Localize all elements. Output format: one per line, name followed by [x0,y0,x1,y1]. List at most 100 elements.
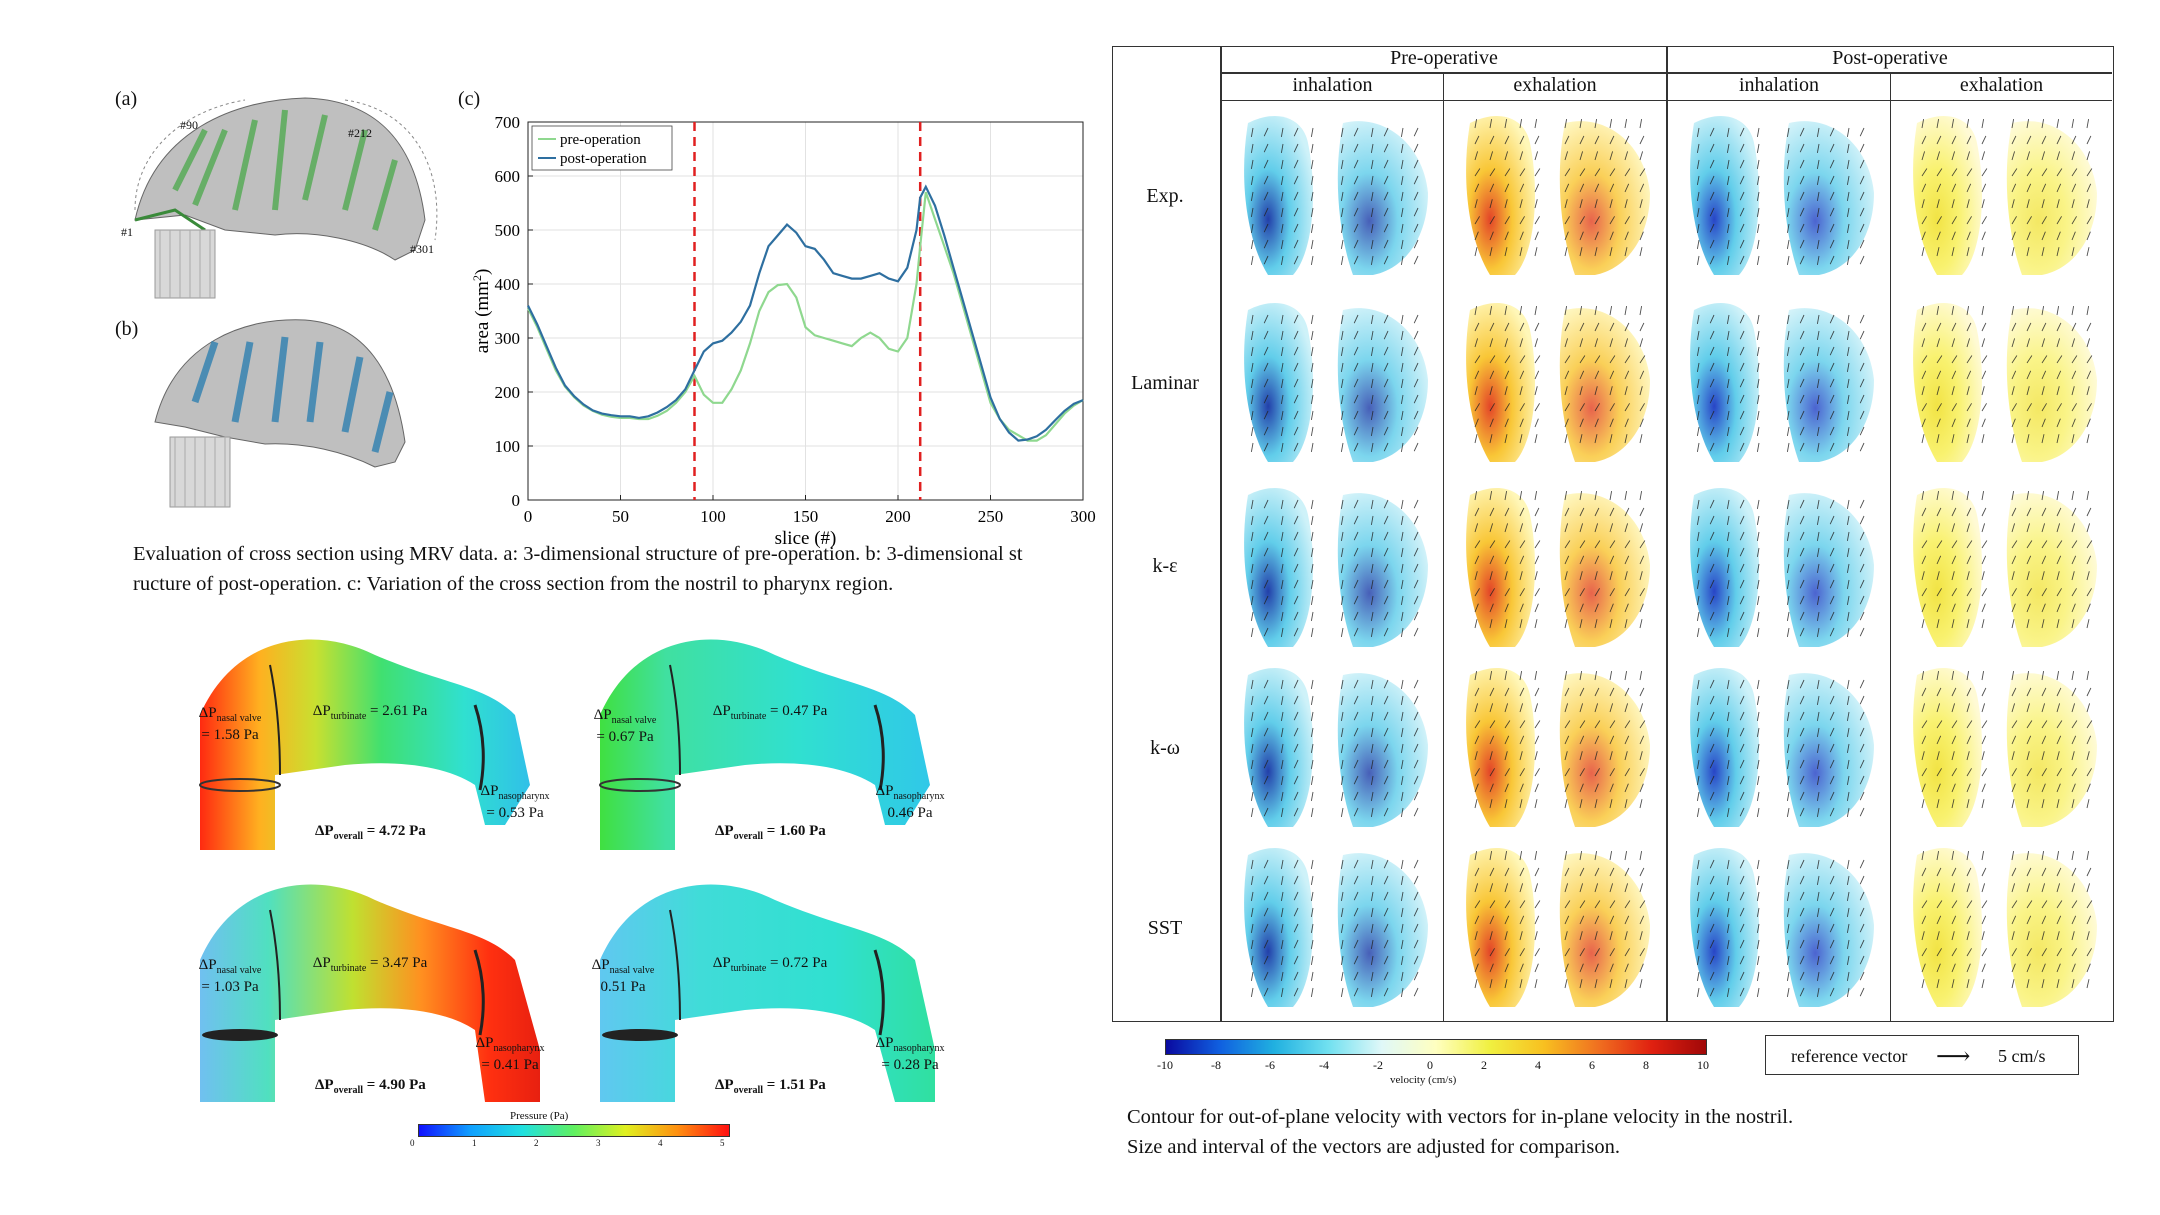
slice-marker-90: #90 [180,118,198,132]
velocity-cell [1466,302,1650,462]
pressure-model-pre-post [599,639,930,850]
x-axis-label: slice (#) [775,528,837,549]
reference-vector-box: reference vector ⟶ 5 cm/s [1765,1035,2079,1075]
colorbar-tick: -6 [1265,1058,1275,1072]
caption-left-line2: ructure of post-operation. c: Variation … [133,573,894,595]
y-tick-label: 300 [495,329,521,348]
group-post-operative: Post-operative [1832,47,1948,69]
dp-nasal-valve-2: ΔPnasal valve = 0.67 Pa [593,707,657,745]
y-tick-label: 200 [495,383,521,402]
structure-post-operation [154,319,406,508]
y-tick-label: 0 [512,491,521,510]
colorbar-tick: 8 [1643,1058,1649,1072]
caption-left: Evaluation of cross section using MRV da… [133,539,1123,599]
x-tick-label: 50 [612,507,629,526]
y-tick-label: 100 [495,437,521,456]
velocity-cell [1244,115,1428,275]
colorbar-tick: -10 [1157,1058,1173,1072]
reference-vector-arrow: ⟶ [1936,1044,1971,1070]
y-tick-label: 700 [495,113,521,132]
col-rule-post [1890,74,1891,1021]
row-label-k-epsilon: k-ε [1152,555,1178,577]
dp-nasal-valve-3: ΔPnasal valve = 1.03 Pa [198,957,262,995]
velocity-colorbar-ticks: -10 -8 -6 -4 -2 0 2 4 6 8 10 [1157,1058,1709,1074]
row-rule-group [1220,72,2112,74]
row-label-laminar: Laminar [1131,372,1199,394]
caption-left-line1: Evaluation of cross section using MRV da… [133,543,1023,565]
velocity-cell [1913,115,2097,275]
colorbar-tick: 3 [596,1138,601,1148]
velocity-cell [1913,847,2097,1007]
velocity-cell [1244,302,1428,462]
pressure-colorbar [418,1124,730,1137]
x-tick-label: 300 [1070,507,1096,526]
y-tick-label: 400 [495,275,521,294]
velocity-cell [1690,302,1874,462]
series-line-pre-operation [527,191,1084,442]
dp-overall-3: ΔPoverall = 4.90 Pa [315,1077,426,1096]
cross-section-chart: 0 50 100 150 200 250 300 0 100 200 300 400 500 600 700… [470,113,1096,549]
colorbar-tick: 0 [410,1138,415,1148]
velocity-cell [1690,667,1874,827]
colorbar-tick: 4 [1535,1058,1541,1072]
colorbar-tick: 2 [1481,1058,1487,1072]
velocity-cell [1913,487,2097,647]
caption-right: Contour for out-of-plane velocity with v… [1127,1102,2107,1162]
velocity-cell [1913,667,2097,827]
phase-post-exhalation: exhalation [1959,74,2044,96]
x-tick-label: 250 [978,507,1004,526]
panel-label-a: (a) [115,88,138,110]
y-tick-label: 500 [495,221,521,240]
velocity-cell [1466,847,1650,1007]
slice-marker-212: #212 [348,126,372,140]
x-tick-label: 0 [524,507,533,526]
velocity-cell [1244,847,1428,1007]
legend-box [531,125,673,171]
dp-nasal-valve-1: ΔPnasal valve = 1.58 Pa [198,705,262,743]
velocity-cell [1466,115,1650,275]
velocity-cell [1466,487,1650,647]
pressure-model-pre-exp [199,639,530,850]
dp-turbinate-4: ΔPturbinate = 0.72 Pa [712,955,828,974]
x-tick-label: 100 [700,507,726,526]
dp-nasal-valve-4: ΔPnasal valve 0.51 Pa [591,957,655,995]
pressure-colorbar-ticks: 0 1 2 3 4 5 [410,1138,728,1152]
x-tick-label: 200 [885,507,911,526]
reference-vector-label: reference vector [1791,1046,1908,1066]
dp-nasopharynx-3: ΔPnasopharynx = 0.41 Pa [475,1035,545,1073]
velocity-cell [1244,487,1428,647]
row-label-exp: Exp. [1146,185,1184,207]
colorbar-tick: 4 [658,1138,663,1148]
velocity-colorbar [1165,1039,1707,1055]
legend-label-post-operation: post-operation [560,151,647,167]
slice-marker-301: #301 [410,242,434,256]
reference-vector-value: 5 cm/s [1998,1046,2046,1066]
colorbar-tick: 10 [1697,1058,1709,1072]
phase-post-inhalation: inhalation [1739,74,1819,96]
col-rule-pre [1443,74,1444,1021]
dp-nasopharynx-2: ΔPnasopharynx 0.46 Pa [875,783,945,821]
colorbar-tick: 5 [720,1138,725,1148]
pressure-colorbar-title: Pressure (Pa) [510,1110,569,1122]
phase-pre-inhalation: inhalation [1292,74,1373,96]
panel-label-c: (c) [458,88,481,110]
velocity-cell [1690,115,1874,275]
x-tick-label: 150 [793,507,819,526]
row-label-sst: SST [1147,917,1183,939]
caption-right-line1: Contour for out-of-plane velocity with v… [1127,1106,1794,1128]
velocity-cell [1690,847,1874,1007]
colorbar-tick: 2 [534,1138,539,1148]
dp-nasopharynx-1: ΔPnasopharynx = 0.53 Pa [480,783,550,821]
group-pre-operative: Pre-operative [1390,47,1498,69]
colorbar-tick: -8 [1211,1058,1221,1072]
slice-marker-1: #1 [121,225,133,239]
row-rule-phase [1220,100,2112,101]
y-axis-label: area (mm2) [470,269,493,354]
pressure-model-post-exp [200,884,540,1102]
colorbar-tick: 6 [1589,1058,1595,1072]
colorbar-tick: -2 [1373,1058,1383,1072]
velocity-cell [1244,667,1428,827]
plot-frame [527,121,1084,501]
dp-turbinate-1: ΔPturbinate = 2.61 Pa [312,703,428,722]
dp-turbinate-2: ΔPturbinate = 0.47 Pa [712,703,828,722]
